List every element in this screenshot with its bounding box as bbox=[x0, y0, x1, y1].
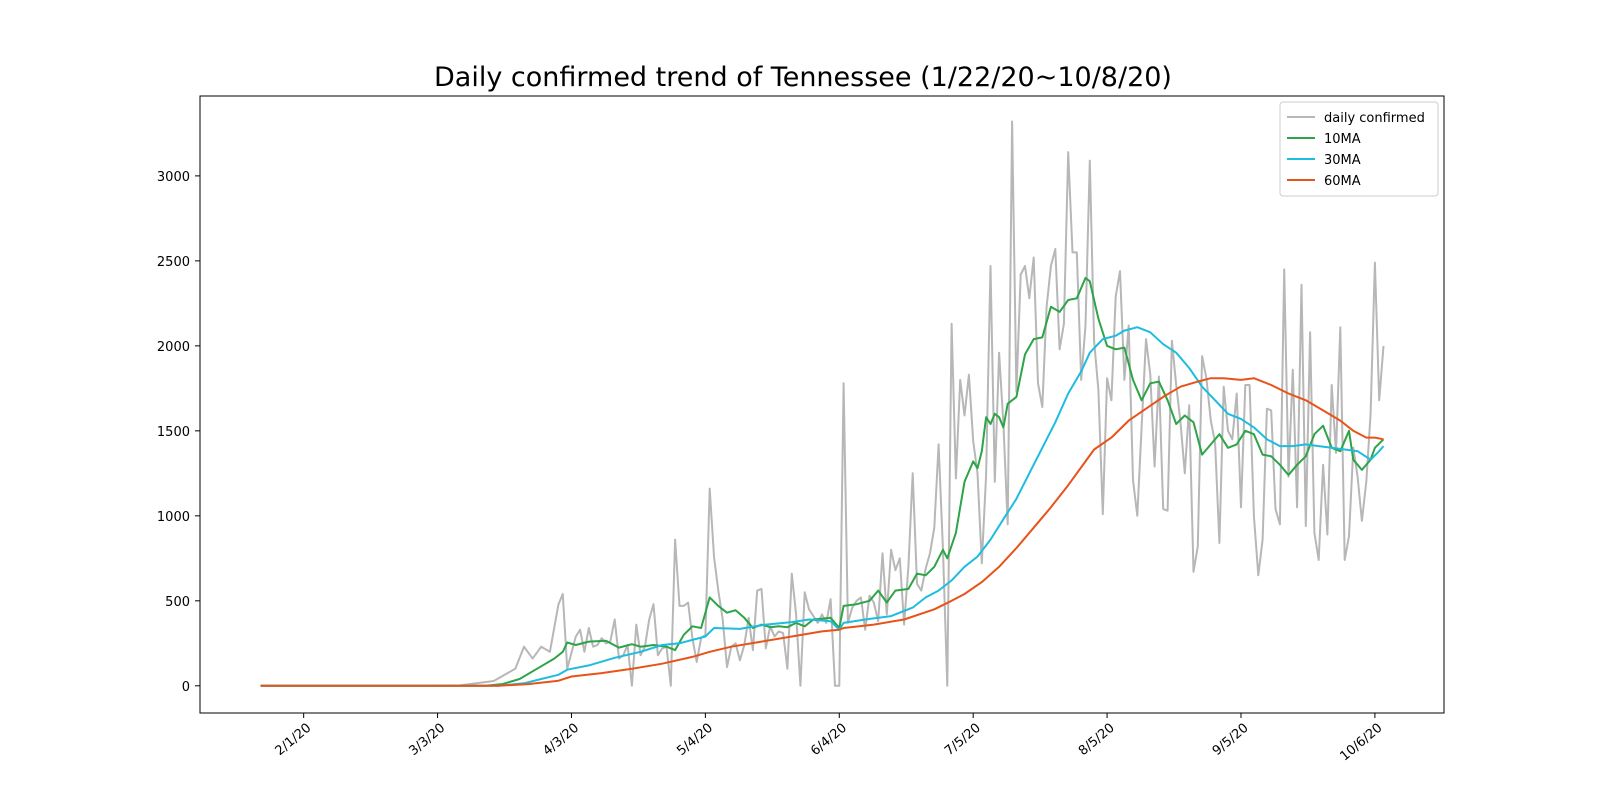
y-tick-label: 0 bbox=[182, 680, 190, 695]
y-tick-label: 3000 bbox=[157, 170, 190, 185]
series-layer bbox=[260, 120, 1385, 687]
y-axis: 0 500 1000 1500 2000 2500 3000 bbox=[157, 170, 200, 695]
legend-label-ma60: 60MA bbox=[1324, 174, 1361, 189]
x-tick-label: 7/5/20 bbox=[942, 721, 984, 759]
legend: daily confirmed 10MA 30MA 60MA bbox=[1279, 101, 1439, 197]
series-line-ma30 bbox=[260, 326, 1385, 687]
legend-label-ma10: 10MA bbox=[1324, 132, 1361, 147]
y-tick-label: 1000 bbox=[157, 510, 190, 525]
x-tick-label: 5/4/20 bbox=[674, 721, 716, 759]
x-tick-label: 8/5/20 bbox=[1076, 721, 1118, 759]
x-tick-label: 4/3/20 bbox=[540, 721, 582, 759]
series-line-ma60 bbox=[260, 377, 1384, 687]
x-tick-label: 10/6/20 bbox=[1337, 721, 1385, 765]
y-tick-label: 500 bbox=[165, 595, 190, 610]
x-tick-label: 9/5/20 bbox=[1210, 721, 1252, 759]
x-tick-label: 2/1/20 bbox=[273, 721, 315, 759]
legend-label-daily: daily confirmed bbox=[1324, 111, 1425, 126]
x-tick-label: 3/3/20 bbox=[406, 721, 448, 759]
legend-box bbox=[1279, 101, 1439, 197]
y-tick-label: 2000 bbox=[157, 340, 190, 355]
legend-label-ma30: 30MA bbox=[1324, 153, 1361, 168]
series-line-ma10 bbox=[260, 276, 1385, 687]
series-line-daily bbox=[260, 120, 1385, 687]
plot-frame bbox=[199, 95, 1445, 714]
y-tick-label: 1500 bbox=[157, 425, 190, 440]
y-tick-label: 2500 bbox=[157, 255, 190, 270]
x-tick-label: 6/4/20 bbox=[808, 721, 850, 759]
x-axis: 2/1/20 3/3/20 4/3/20 5/4/20 6/4/20 7/5/20 8/5/… bbox=[273, 713, 1385, 765]
chart-title: Daily confirmed trend of Tennessee (1/22… bbox=[434, 62, 1172, 93]
